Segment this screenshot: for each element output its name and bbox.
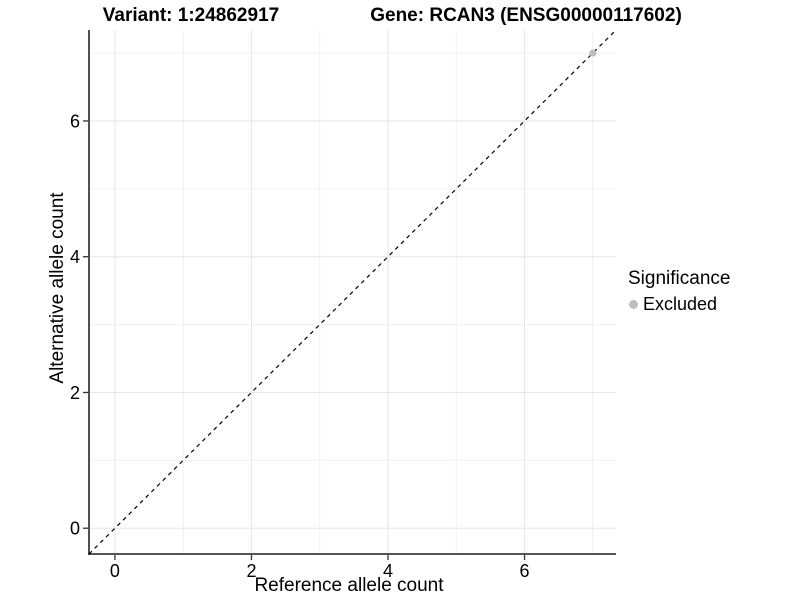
plot-title-gene: Gene: RCAN3 (ENSG00000117602) [370, 5, 682, 26]
x-tick-label: 2 [246, 561, 256, 581]
y-axis-label: Alternative allele count [47, 192, 68, 384]
legend-item-excluded: Excluded [628, 294, 730, 315]
legend: Significance Excluded [628, 268, 730, 315]
legend-point-swatch-icon [629, 300, 638, 309]
x-tick-label: 0 [110, 561, 120, 581]
y-tick-label: 6 [70, 111, 80, 131]
y-tick-label: 0 [70, 519, 80, 539]
x-tick-label: 4 [383, 561, 393, 581]
legend-title: Significance [628, 268, 731, 289]
y-tick-label: 2 [70, 383, 80, 403]
plot-title-variant: Variant: 1:24862917 [102, 5, 280, 26]
y-tick-label: 4 [70, 247, 80, 267]
data-point-excluded [589, 49, 597, 57]
legend-item-label: Excluded [643, 294, 718, 314]
x-tick-label: 6 [520, 561, 530, 581]
x-axis-label: Reference allele count [254, 575, 444, 596]
identity-dashed-line [88, 29, 617, 555]
